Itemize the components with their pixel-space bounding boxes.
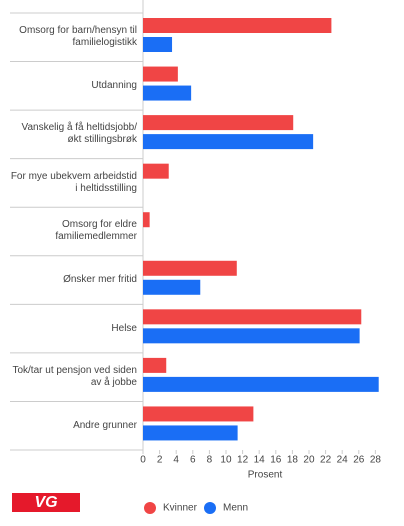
x-tick-label: 4 [173,455,179,466]
category-label: Omsorg for eldre familiemedlemmer [55,219,137,243]
x-tick-label: 24 [337,455,349,466]
x-tick-label: 20 [303,455,315,466]
x-tick-label: 0 [140,455,146,466]
logo: VG [34,494,57,511]
bar [143,18,332,33]
bar [143,406,254,422]
x-tick-label: 12 [237,455,249,466]
bar [143,260,237,276]
bar [143,115,294,131]
category-label: Andre grunner [73,419,137,431]
x-tick-label: 26 [353,455,365,466]
bar [143,163,169,179]
x-tick-label: 6 [190,455,196,466]
x-tick-label: 16 [270,455,282,466]
category-label: Tok/tar ut pensjon ved siden av å jobbe [12,365,137,389]
bar [143,376,379,392]
bar [143,66,178,82]
bar [143,328,360,344]
category-label: Vanskelig å få heltidsjobb/økt stillings… [21,122,137,146]
x-tick-label: 8 [207,455,213,466]
legend-label: Menn [223,503,248,514]
x-tick-label: 2 [157,455,163,466]
category-label: Ønsker mer fritid [63,274,137,286]
bar [143,134,314,150]
x-tick-label: 18 [287,455,299,466]
bar [143,357,167,373]
x-tick-label: 14 [254,455,266,466]
x-tick-label: 10 [220,455,232,466]
x-axis-label: Prosent [248,470,283,481]
category-label: Utdanning [91,79,137,91]
bar [143,309,362,325]
bar [143,425,238,441]
legend-label: Kvinner [163,503,198,514]
category-label: Omsorg for barn/hensyn til familielogist… [19,25,137,49]
bar [143,37,173,52]
category-label: For mye ubekvem arbeidstid i heltidsstil… [10,170,137,194]
bar [143,212,150,228]
logo-box [12,493,80,512]
bar [143,279,201,295]
legend-swatch [144,502,156,514]
legend-swatch [204,502,216,514]
category-label: Helse [111,322,137,334]
x-tick-label: 22 [320,455,332,466]
x-tick-label: 28 [370,455,382,466]
bar [143,85,192,101]
